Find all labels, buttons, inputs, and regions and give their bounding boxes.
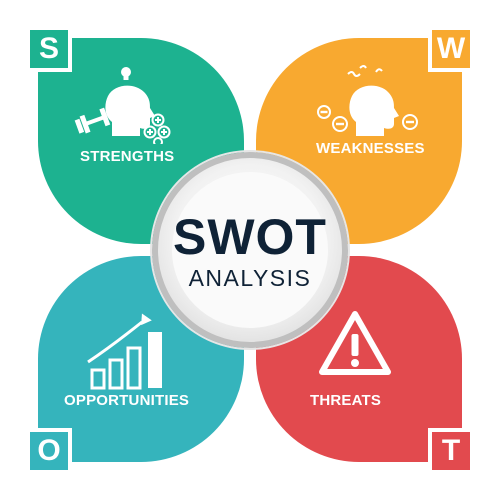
threats-label: THREATS xyxy=(310,392,382,409)
head-minus-icon xyxy=(317,65,418,136)
center-badge: SWOT ANALYSIS xyxy=(152,152,348,348)
center-subtitle: ANALYSIS xyxy=(188,265,312,291)
weaknesses-label: WEAKNESSES xyxy=(316,140,425,157)
growth-bar-chart-icon xyxy=(87,313,162,390)
head-dumbbell-plus-icon xyxy=(74,67,171,144)
center-title: SWOT xyxy=(173,209,327,265)
strengths-label: STRENGTHS xyxy=(80,148,175,165)
opportunities-letter: O xyxy=(26,428,72,474)
weaknesses-letter: W xyxy=(428,26,474,72)
strengths-letter: S xyxy=(26,26,72,72)
warning-triangle-icon xyxy=(319,311,391,375)
opportunities-label: OPPORTUNITIES xyxy=(64,392,190,409)
threats-letter: T xyxy=(428,428,474,474)
